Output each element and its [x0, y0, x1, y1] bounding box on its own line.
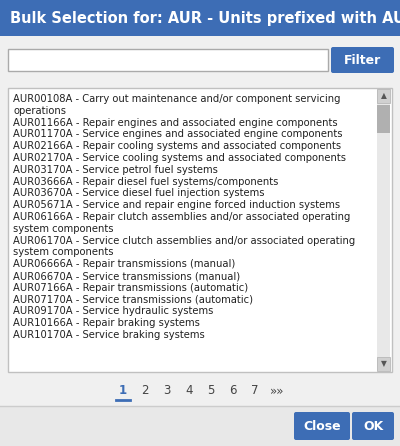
Text: operations: operations [13, 106, 66, 116]
Text: AUR03670A - Service diesel fuel injection systems: AUR03670A - Service diesel fuel injectio… [13, 188, 264, 198]
Text: 6: 6 [229, 384, 237, 397]
Text: AUR00108A - Carry out maintenance and/or component servicing: AUR00108A - Carry out maintenance and/or… [13, 94, 340, 104]
Text: OK: OK [363, 420, 383, 433]
Bar [377, 357, 390, 371]
Text: AUR06170A - Service clutch assemblies and/or associated operating: AUR06170A - Service clutch assemblies an… [13, 235, 355, 246]
Text: 5: 5 [207, 384, 215, 397]
Bar [8, 88, 392, 372]
Bar [377, 89, 390, 103]
Text: AUR06670A - Service transmissions (manual): AUR06670A - Service transmissions (manua… [13, 271, 240, 281]
FancyBboxPatch shape [331, 47, 394, 73]
Bar [0, 0, 400, 36]
Text: AUR01170A - Service engines and associated engine components: AUR01170A - Service engines and associat… [13, 129, 342, 140]
FancyBboxPatch shape [294, 412, 350, 440]
Text: AUR10170A - Service braking systems: AUR10170A - Service braking systems [13, 330, 205, 340]
Text: 3: 3 [163, 384, 171, 397]
Text: AUR02170A - Service cooling systems and associated components: AUR02170A - Service cooling systems and … [13, 153, 346, 163]
Bar [8, 49, 328, 71]
Text: »»: »» [270, 384, 284, 397]
Text: 7: 7 [251, 384, 259, 397]
Text: system components: system components [13, 248, 114, 257]
Text: AUR05671A - Service and repair engine forced induction systems: AUR05671A - Service and repair engine fo… [13, 200, 340, 210]
Text: ▲: ▲ [380, 91, 386, 100]
Text: AUR06166A - Repair clutch assemblies and/or associated operating: AUR06166A - Repair clutch assemblies and… [13, 212, 350, 222]
Text: AUR10166A - Repair braking systems: AUR10166A - Repair braking systems [13, 318, 200, 328]
Text: 1: 1 [119, 384, 127, 397]
Text: AUR01166A - Repair engines and associated engine components: AUR01166A - Repair engines and associate… [13, 118, 338, 128]
Bar [0, 36, 400, 84]
Text: AUR03666A - Repair diesel fuel systems/components: AUR03666A - Repair diesel fuel systems/c… [13, 177, 278, 186]
Text: AUR06666A - Repair transmissions (manual): AUR06666A - Repair transmissions (manual… [13, 259, 235, 269]
Text: 2: 2 [141, 384, 149, 397]
Text: Bulk Selection for: AUR - Units prefixed with AUR: Bulk Selection for: AUR - Units prefixed… [10, 11, 400, 25]
Text: AUR03170A - Service petrol fuel systems: AUR03170A - Service petrol fuel systems [13, 165, 218, 175]
Text: AUR09170A - Service hydraulic systems: AUR09170A - Service hydraulic systems [13, 306, 213, 316]
Text: ▼: ▼ [380, 359, 386, 368]
Text: system components: system components [13, 224, 114, 234]
Text: AUR02166A - Repair cooling systems and associated components: AUR02166A - Repair cooling systems and a… [13, 141, 341, 151]
Bar [377, 105, 390, 133]
Bar [377, 89, 390, 371]
Text: Filter: Filter [344, 54, 381, 66]
Text: 4: 4 [185, 384, 193, 397]
Text: AUR07166A - Repair transmissions (automatic): AUR07166A - Repair transmissions (automa… [13, 283, 248, 293]
FancyBboxPatch shape [352, 412, 394, 440]
Bar [0, 406, 400, 446]
Text: AUR07170A - Service transmissions (automatic): AUR07170A - Service transmissions (autom… [13, 295, 253, 305]
Text: Close: Close [303, 420, 341, 433]
